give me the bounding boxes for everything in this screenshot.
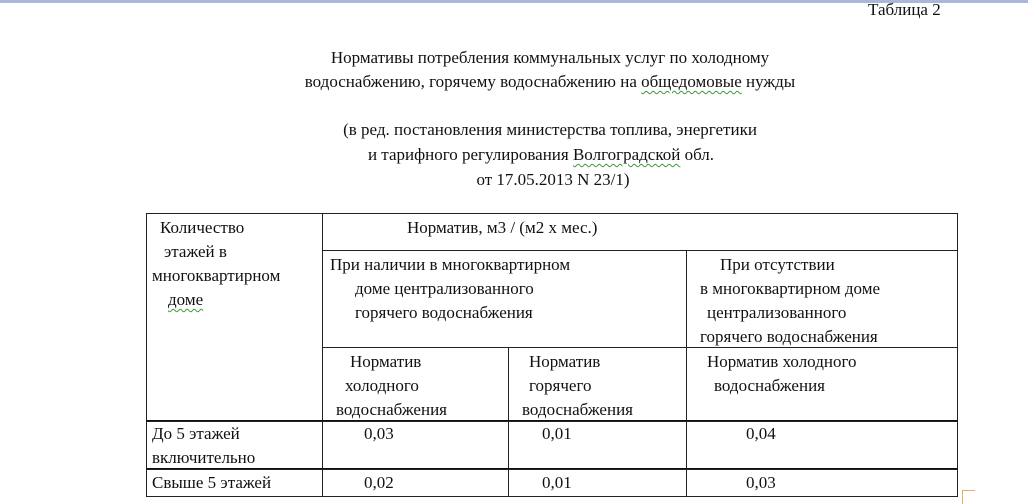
cell-value: 0,03 xyxy=(364,424,394,443)
subtitle-line-2: и тарифного регулирования Волгоградской … xyxy=(0,145,1028,165)
table-row-1-cold-only: 0,04 xyxy=(686,421,958,470)
subtitle-line-3: от 17.05.2013 N 23/1) xyxy=(476,170,630,189)
hot-water-column-header: Норматив горячего водоснабжения xyxy=(508,347,687,422)
header-text: горячего xyxy=(529,376,592,395)
norm-header-cell: Норматив, м3 / (м2 х мес.) xyxy=(322,213,958,251)
header-text: Норматив, м3 / (м2 х мес.) xyxy=(407,218,598,237)
header-text: холодного xyxy=(345,376,419,395)
header-text: доме xyxy=(168,290,204,309)
header-text: Количество xyxy=(160,218,245,237)
subtitle-line-1: (в ред. постановления министерства топли… xyxy=(343,120,757,139)
cell-value: 0,01 xyxy=(542,473,572,492)
table-label: Таблица 2 xyxy=(868,0,941,19)
cell-text: включительно xyxy=(152,448,256,467)
header-text: горячего водоснабжения xyxy=(700,327,878,346)
header-text: горячего водоснабжения xyxy=(355,303,533,322)
cold-only-column-header: Норматив холодного водоснабжения xyxy=(686,347,958,422)
subtitle-text: обл. xyxy=(680,145,715,164)
header-text: водоснабжения xyxy=(336,400,447,419)
table-row-1-floors: До 5 этажей включительно xyxy=(146,421,323,470)
table-row-2-cold: 0,02 xyxy=(322,469,509,497)
subtitle-text: и тарифного регулирования xyxy=(367,145,573,164)
cell-text: До 5 этажей xyxy=(152,424,240,443)
table-row-2-floors: Свыше 5 этажей xyxy=(146,469,323,497)
subtitle-text-spellcheck: Волгоградской xyxy=(572,145,681,164)
cell-text: Свыше 5 этажей xyxy=(152,473,272,492)
header-text: Норматив холодного xyxy=(707,352,857,371)
without-hot-water-header-cell: При отсутствии в многоквартирном доме це… xyxy=(686,250,958,348)
cell-value: 0,03 xyxy=(746,473,776,492)
title-text-spellcheck: общедомовые xyxy=(641,72,742,91)
header-text: водоснабжения xyxy=(522,400,633,419)
header-text: Норматив xyxy=(350,352,422,371)
table-row-1-cold: 0,03 xyxy=(322,421,509,470)
title-line-1: Нормативы потребления коммунальных услуг… xyxy=(330,48,770,67)
header-text: Норматив xyxy=(529,352,601,371)
header-text: этажей в xyxy=(164,242,227,261)
header-text: При наличии в многоквартирном xyxy=(330,255,571,274)
title-text: нужды xyxy=(741,72,796,91)
header-text: водоснабжения xyxy=(714,376,825,395)
header-text: доме централизованного xyxy=(355,279,534,298)
table-row-1-hot: 0,01 xyxy=(508,421,687,470)
header-text: При отсутствии xyxy=(720,255,835,274)
cell-value: 0,02 xyxy=(364,473,394,492)
table-row-2-cold-only: 0,03 xyxy=(686,469,958,497)
window-top-border xyxy=(0,0,1028,3)
title-text: водоснабжению, горячему водоснабжению на xyxy=(304,72,642,91)
cold-water-column-header: Норматив холодного водоснабжения xyxy=(322,347,509,422)
header-text: централизованного xyxy=(707,303,847,322)
cell-value: 0,04 xyxy=(746,424,776,443)
page-corner-mark xyxy=(962,490,975,504)
header-text: в многоквартирном доме xyxy=(700,279,881,298)
header-text: многоквартирном xyxy=(152,266,281,285)
title-line-2: водоснабжению, горячему водоснабжению на… xyxy=(0,72,1028,92)
table-row-2-hot: 0,01 xyxy=(508,469,687,497)
cell-value: 0,01 xyxy=(542,424,572,443)
with-hot-water-header-cell: При наличии в многоквартирном доме центр… xyxy=(322,250,687,348)
